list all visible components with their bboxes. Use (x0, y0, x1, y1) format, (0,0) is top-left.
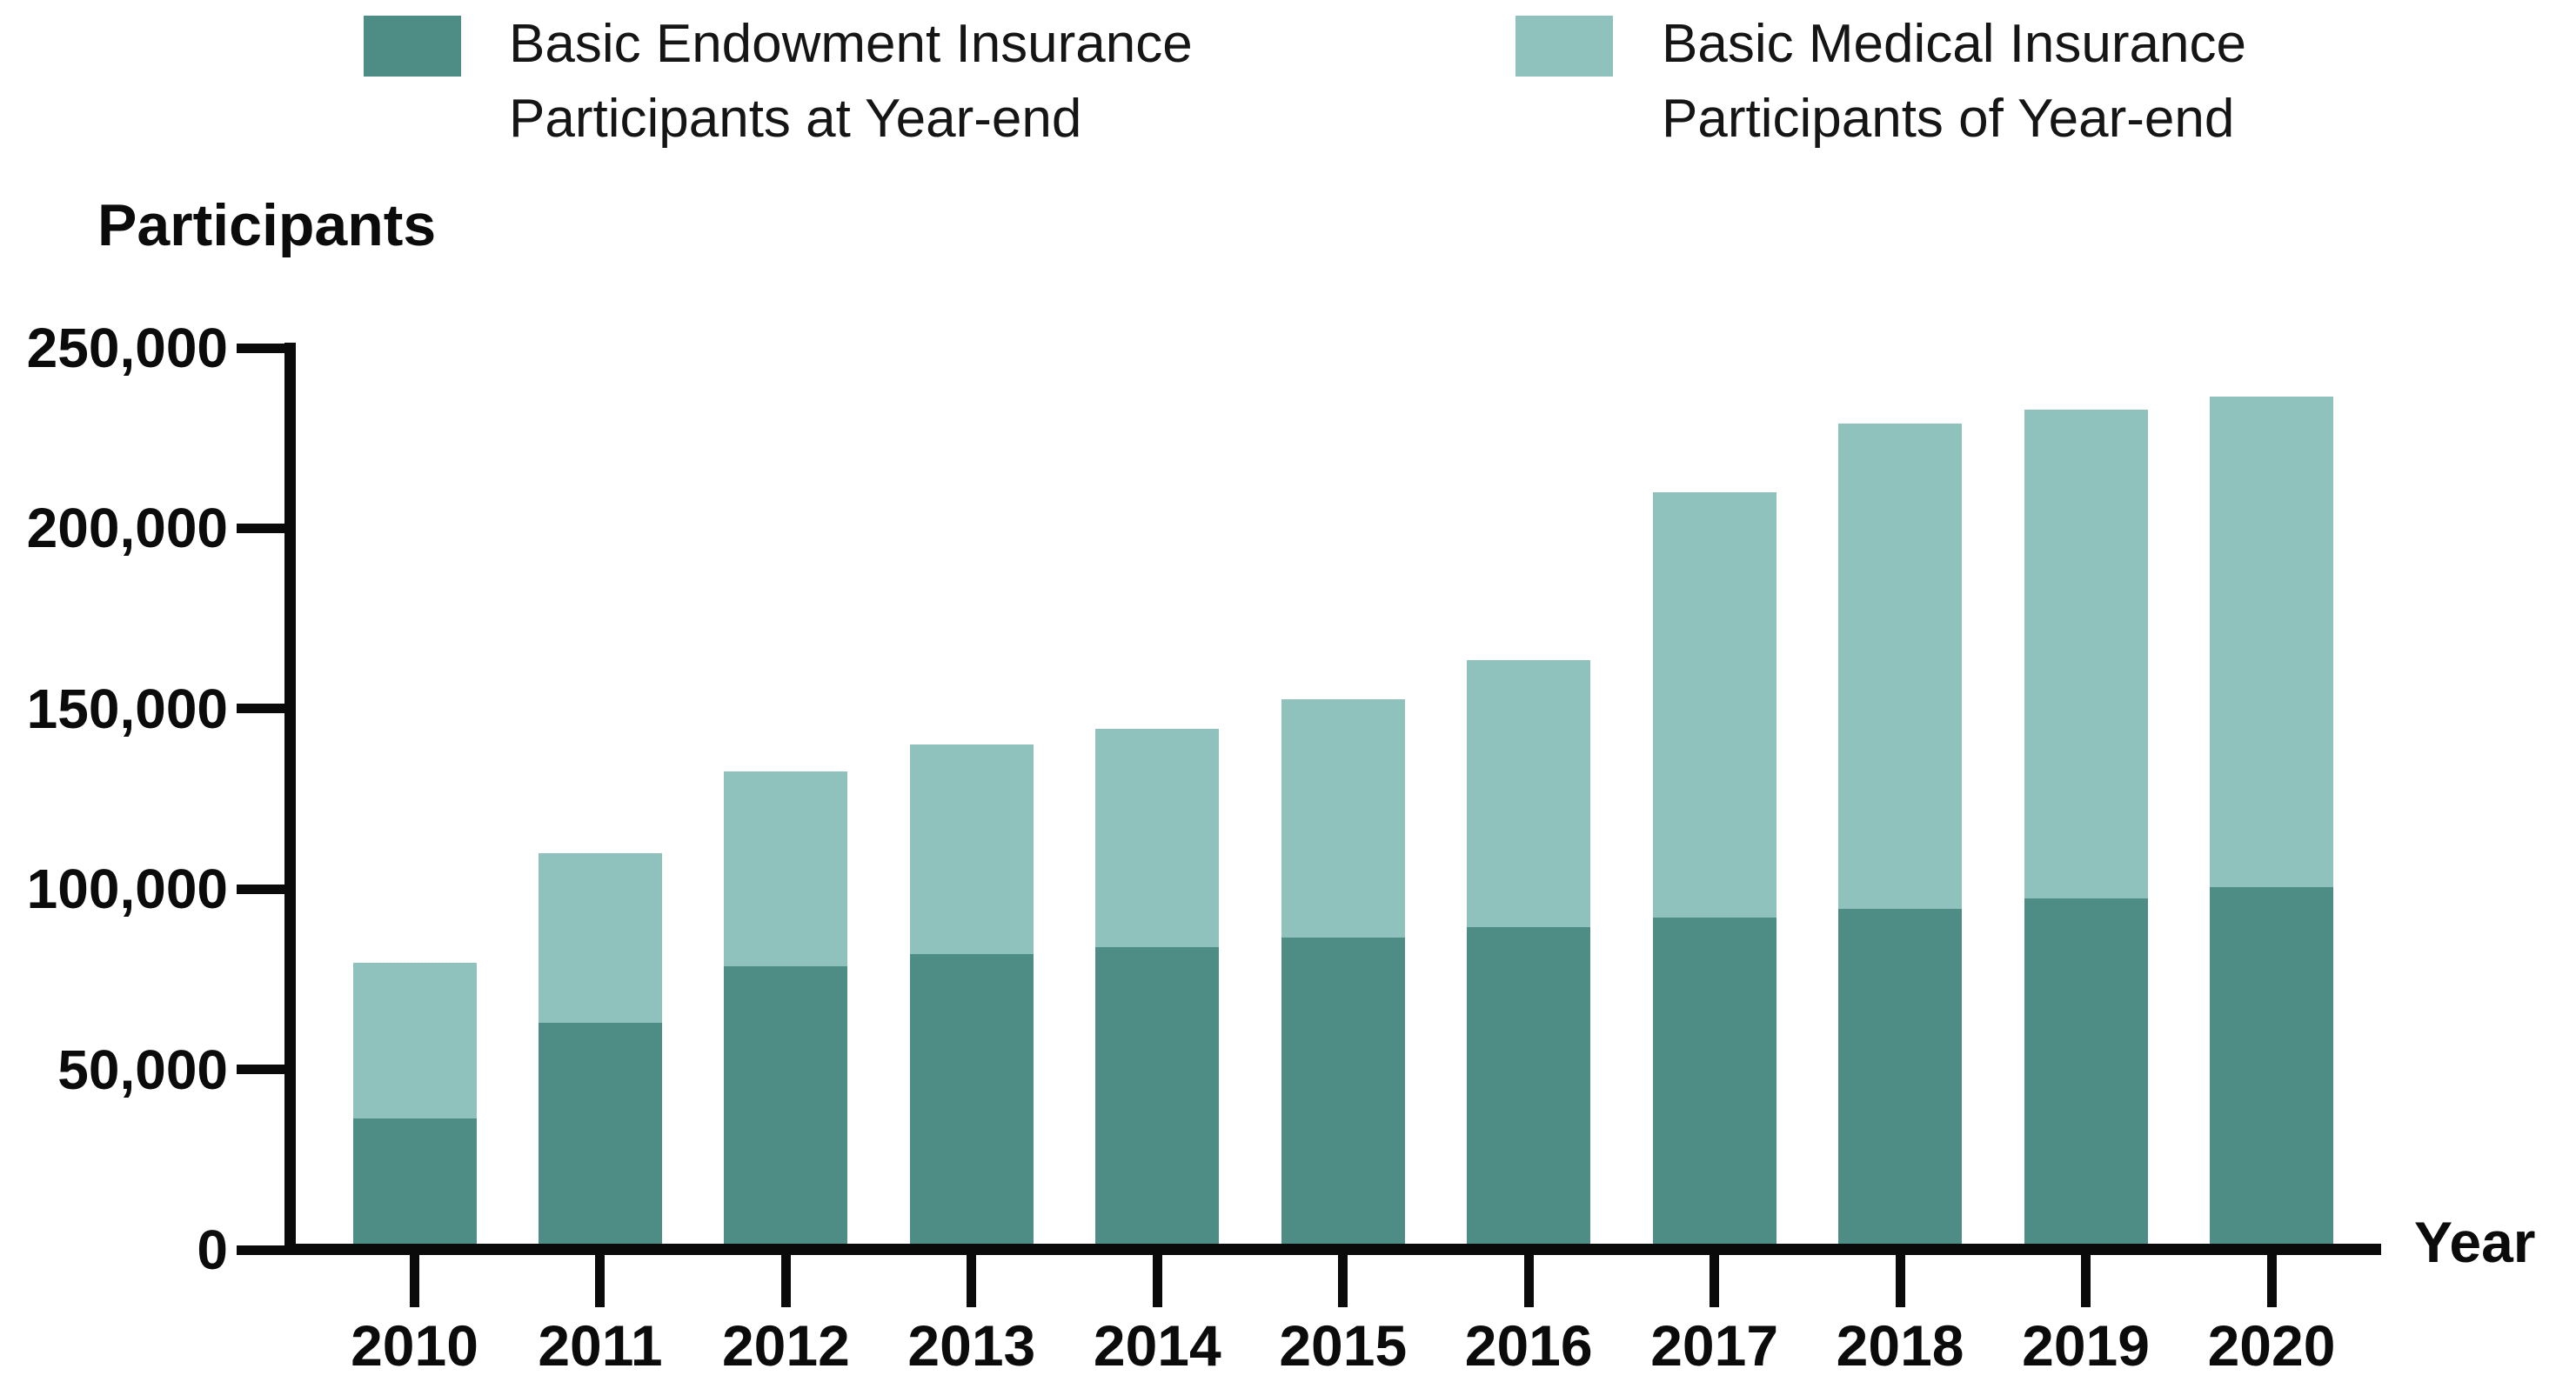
legend-label-medical-line1: Basic Medical Insurance (1662, 14, 2246, 74)
x-axis-title: Year (2414, 1210, 2536, 1274)
x-axis-tick-label: 2017 (1650, 1313, 1779, 1378)
x-axis-tick-label: 2012 (721, 1313, 850, 1378)
y-axis-tick-label: 200,000 (26, 497, 228, 560)
y-axis-tick (237, 1245, 284, 1255)
legend-swatch-medical (1515, 16, 1613, 77)
bar-medical-segment (1281, 699, 1405, 938)
x-axis-tick-label: 2015 (1279, 1313, 1408, 1378)
x-axis-tick-label: 2010 (351, 1313, 478, 1378)
legend-label-endowment: Basic Endowment Insurance Participants a… (509, 7, 1193, 157)
y-axis-tick-label: 250,000 (26, 317, 228, 379)
bar-endowment-segment (2024, 898, 2148, 1250)
bar-medical-segment (909, 744, 1034, 954)
bar-endowment-segment (724, 966, 848, 1250)
bar-medical-segment (1095, 728, 1220, 947)
y-axis-title: Participants (97, 192, 437, 258)
x-axis-tick-label: 2011 (538, 1313, 663, 1378)
x-axis-tick (1710, 1255, 1720, 1307)
x-axis-tick (1152, 1255, 1162, 1307)
x-axis-tick-label: 2014 (1093, 1313, 1221, 1378)
x-axis-tick (1523, 1255, 1534, 1307)
bar-medical-segment (1467, 659, 1591, 927)
x-axis-tick (410, 1255, 419, 1307)
bar-endowment-segment (538, 1022, 662, 1250)
bar-medical-segment (1652, 491, 1776, 918)
bar-endowment-segment (2210, 887, 2333, 1250)
x-axis-tick-label: 2020 (2207, 1313, 2336, 1378)
y-axis-tick (237, 884, 284, 894)
x-axis-tick (1338, 1255, 1348, 1307)
y-axis-tick-label: 0 (197, 1218, 228, 1281)
x-axis-tick (780, 1255, 791, 1307)
legend-label-endowment-line1: Basic Endowment Insurance (509, 14, 1193, 74)
legend-label-medical-line2: Participants of Year-end (1662, 89, 2235, 149)
x-axis-tick (2266, 1255, 2277, 1307)
y-axis-tick-label: 50,000 (57, 1038, 228, 1101)
x-axis-tick (967, 1255, 977, 1307)
x-axis-tick-label: 2018 (1836, 1313, 1964, 1378)
bar-endowment-segment (1467, 926, 1591, 1250)
bar-endowment-segment (909, 953, 1034, 1250)
x-axis-tick-label: 2019 (2022, 1313, 2150, 1378)
y-axis-line (284, 343, 296, 1255)
bar-endowment-segment (352, 1118, 477, 1250)
bar-medical-segment (724, 771, 848, 967)
y-axis-tick (237, 1065, 284, 1075)
y-axis-tick (237, 704, 284, 714)
bar-medical-segment (352, 963, 477, 1118)
x-axis-tick-label: 2016 (1464, 1313, 1593, 1378)
y-axis-tick-label: 150,000 (26, 677, 228, 740)
legend-label-endowment-line2: Participants at Year-end (509, 89, 1082, 149)
x-axis-tick (1895, 1255, 1905, 1307)
x-axis-tick (595, 1255, 606, 1307)
y-axis-tick (237, 523, 284, 533)
bar-endowment-segment (1281, 938, 1405, 1250)
bar-medical-segment (2024, 409, 2148, 898)
legend-swatch-endowment (364, 16, 461, 77)
x-axis-line (284, 1244, 2381, 1255)
y-axis-tick (237, 343, 284, 353)
bar-endowment-segment (1652, 918, 1776, 1250)
bar-endowment-segment (1838, 909, 1963, 1250)
x-axis-tick (2081, 1255, 2091, 1307)
bar-medical-segment (2210, 396, 2333, 888)
bar-medical-segment (1838, 424, 1963, 909)
legend-label-medical: Basic Medical Insurance Participants of … (1662, 7, 2246, 157)
bar-endowment-segment (1095, 946, 1220, 1250)
bar-medical-segment (538, 852, 662, 1023)
y-axis-tick-label: 100,000 (26, 858, 228, 921)
x-axis-tick-label: 2013 (907, 1313, 1036, 1378)
